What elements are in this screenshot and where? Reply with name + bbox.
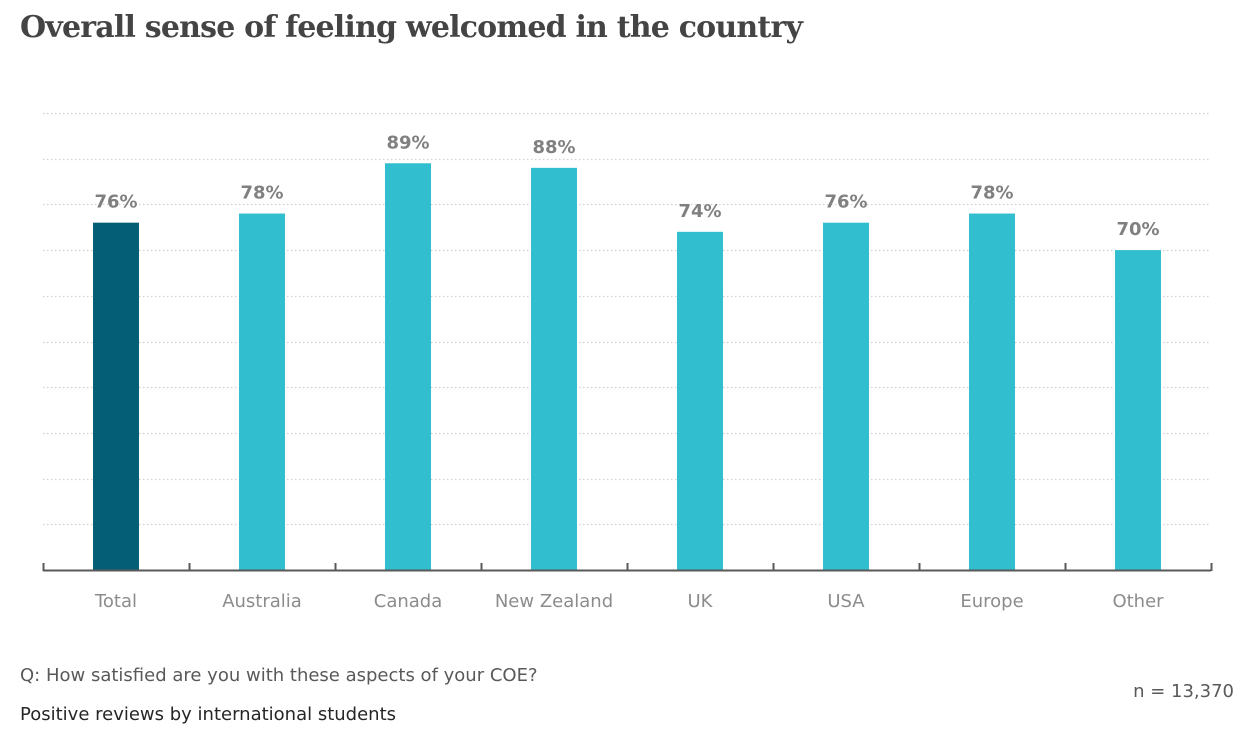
data-label: 78%: [970, 183, 1013, 204]
bar-canada: [385, 163, 431, 570]
data-label: 78%: [240, 183, 283, 204]
data-labels: 76% 78% 89% 88% 74% 76% 78% 70%: [94, 132, 1159, 240]
data-label: 70%: [1116, 219, 1159, 240]
category-label: Europe: [960, 591, 1023, 612]
bar-australia: [239, 213, 285, 571]
data-label: 88%: [532, 137, 575, 158]
data-label: 76%: [824, 192, 867, 213]
bar-usa: [823, 222, 869, 570]
bars: [93, 163, 1161, 571]
category-label: UK: [688, 591, 714, 612]
gridlines: [43, 112, 1211, 526]
data-label: 74%: [678, 201, 721, 222]
bar-europe: [969, 213, 1015, 571]
chart-subtitle: Positive reviews by international studen…: [20, 704, 397, 725]
bar-new-zealand: [531, 167, 577, 570]
category-label: USA: [827, 591, 865, 612]
bar-total: [93, 222, 139, 570]
survey-question: Q: How satisfied are you with these aspe…: [20, 665, 538, 686]
category-label: Australia: [222, 591, 302, 612]
category-label: New Zealand: [495, 591, 613, 612]
category-label: Other: [1112, 591, 1164, 612]
x-axis: [42, 563, 1213, 572]
category-label: Total: [94, 591, 137, 612]
bar-chart: 76% 78% 89% 88% 74% 76% 78% 70% Total Australia C…: [42, 112, 1213, 612]
chart-title: Overall sense of feeling welcomed in the…: [20, 10, 803, 45]
bar-uk: [677, 231, 723, 570]
category-labels: Total Australia Canada New Zealand UK USA Euro…: [94, 591, 1164, 612]
data-label: 76%: [94, 192, 137, 213]
sample-size: n = 13,370: [1133, 681, 1234, 702]
bar-other: [1115, 250, 1161, 570]
category-label: Canada: [374, 591, 443, 612]
data-label: 89%: [386, 132, 429, 153]
